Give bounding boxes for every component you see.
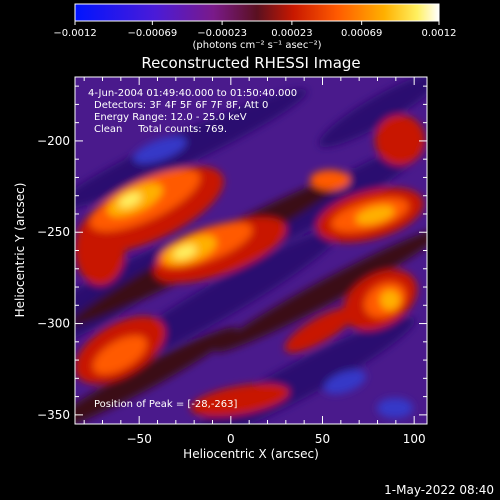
x-tick-label: −50 bbox=[127, 432, 152, 446]
footer-timestamp: 1-May-2022 08:40 bbox=[384, 483, 494, 497]
colorbar-gradient bbox=[74, 3, 440, 22]
heatmap-cell bbox=[355, 205, 395, 225]
x-axis: −50 0 50 100 bbox=[83, 77, 426, 446]
heatmap-cell bbox=[324, 369, 366, 395]
peak-position-label: Position of Peak = [-28,-263] bbox=[94, 399, 238, 410]
colorbar-unit-label: (photons cm⁻² s⁻¹ asec⁻²) bbox=[192, 40, 321, 51]
annotation-detectors: Detectors: 3F 4F 5F 6F 7F 8F, Att 0 bbox=[94, 100, 268, 111]
heatmap-cell bbox=[377, 398, 413, 418]
heatmap-cell bbox=[215, 228, 427, 352]
annotation-clean-counts: Clean Total counts: 769. bbox=[94, 124, 227, 135]
colorbar-tick-label: 0.00023 bbox=[271, 28, 312, 39]
y-tick-label: −300 bbox=[37, 317, 70, 331]
colorbar-tick-label: −0.0012 bbox=[53, 28, 96, 39]
heatmap-cell bbox=[284, 307, 356, 353]
annotation-energy-range: Energy Range: 12.0 - 25.0 keV bbox=[94, 112, 247, 123]
annotation-block: 4-Jun-2004 01:49:40.000 to 01:50:40.000 … bbox=[88, 88, 297, 135]
heatmap-cell bbox=[380, 290, 400, 310]
heatmap-cell bbox=[190, 383, 290, 417]
x-tick-label: 0 bbox=[227, 432, 235, 446]
colorbar-tick-label: 0.00069 bbox=[341, 28, 382, 39]
y-tick-label: −250 bbox=[37, 225, 70, 239]
heatmap-image bbox=[75, 77, 427, 424]
heatmap-cell bbox=[75, 215, 125, 285]
colorbar-tick-label: 0.0012 bbox=[422, 28, 457, 39]
heatmap-blobs bbox=[75, 77, 427, 424]
colorbar-tick-label: −0.00023 bbox=[197, 28, 247, 39]
colorbar-tick-label: −0.00069 bbox=[127, 28, 177, 39]
x-axis-label: Heliocentric X (arcsec) bbox=[183, 447, 319, 461]
y-axis: −200 −250 −300 −350 bbox=[37, 85, 427, 422]
heatmap-cell bbox=[375, 115, 425, 165]
heatmap-cell bbox=[93, 335, 147, 375]
colorbar-ticks: −0.0012 −0.00069 −0.00023 0.00023 0.00069 0.0… bbox=[53, 21, 457, 39]
heatmap-cell bbox=[318, 77, 427, 148]
y-axis-label: Heliocentric Y (arcsec) bbox=[13, 183, 27, 318]
chart-title: Reconstructed RHESSI Image bbox=[141, 54, 360, 72]
x-tick-label: 50 bbox=[315, 432, 330, 446]
y-tick-label: −200 bbox=[37, 134, 70, 148]
heatmap-cell bbox=[173, 245, 197, 259]
colorbar: −0.0012 −0.00069 −0.00023 0.00023 0.00069 0.0… bbox=[53, 3, 457, 51]
heatmap-cell bbox=[75, 327, 238, 424]
annotation-time-range: 4-Jun-2004 01:49:40.000 to 01:50:40.000 bbox=[88, 88, 297, 99]
heatmap-cell bbox=[118, 192, 142, 208]
y-tick-label: −350 bbox=[37, 408, 70, 422]
heatmap-cell bbox=[310, 170, 350, 190]
heatmap-cell bbox=[133, 136, 187, 164]
x-tick-label: 100 bbox=[403, 432, 426, 446]
